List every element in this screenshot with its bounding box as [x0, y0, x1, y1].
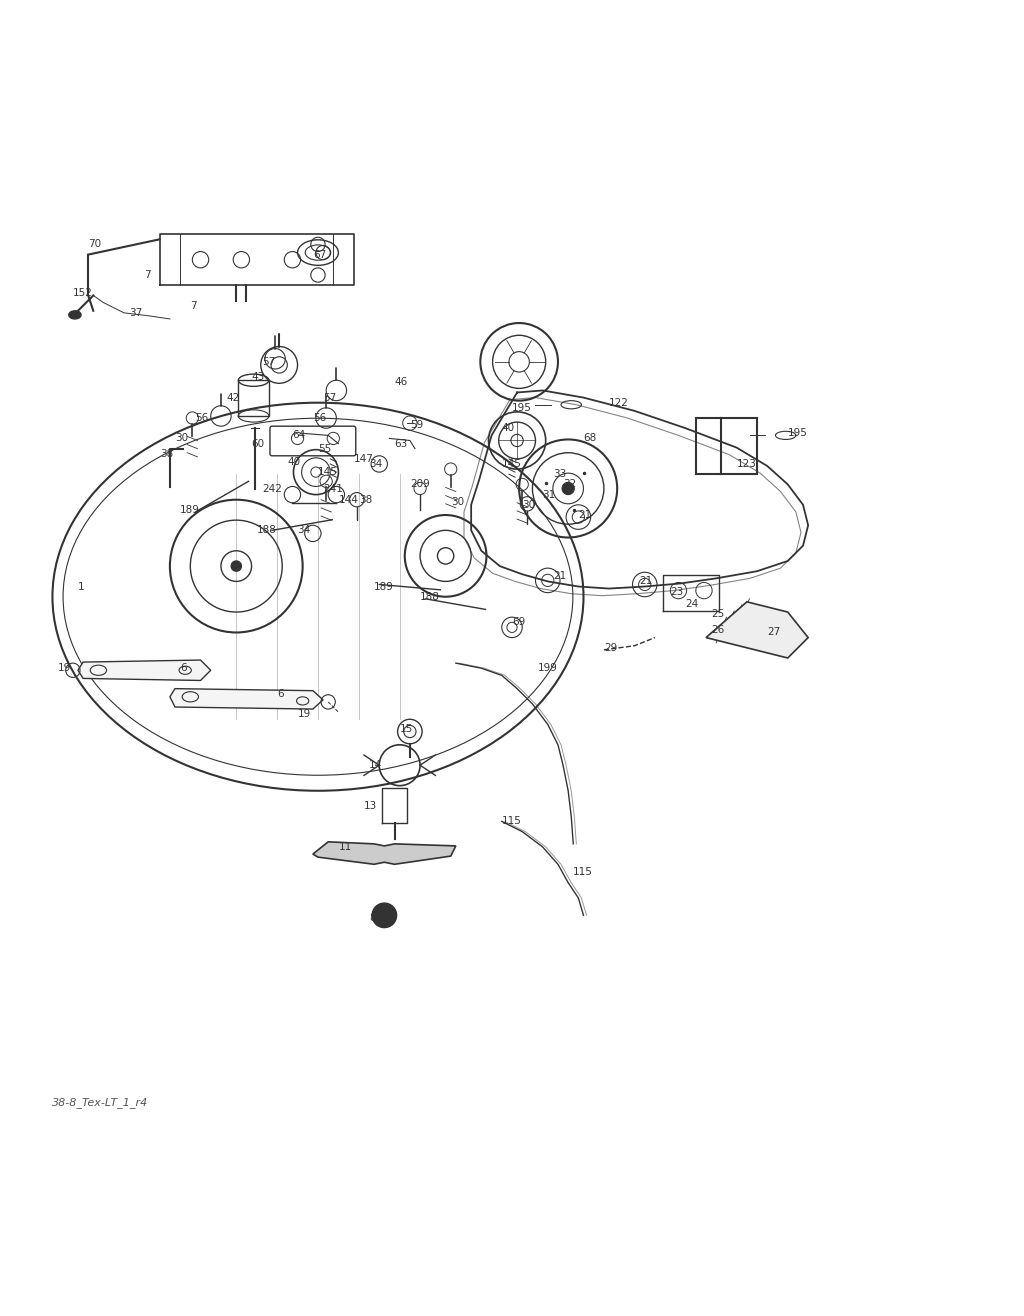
Text: 6: 6	[180, 663, 186, 674]
Text: 69: 69	[512, 617, 525, 628]
Text: 25: 25	[711, 609, 724, 619]
Text: 40: 40	[502, 424, 515, 433]
Text: 15: 15	[399, 725, 413, 734]
Text: 29: 29	[604, 642, 617, 653]
Text: 56: 56	[313, 413, 326, 422]
Text: 46: 46	[394, 378, 408, 387]
Text: 23: 23	[671, 587, 684, 596]
Text: 19: 19	[298, 709, 311, 719]
Text: 188: 188	[420, 592, 440, 601]
Circle shape	[562, 483, 574, 495]
Text: 242: 242	[262, 484, 282, 495]
Text: 38-8_Tex-LT_1_r4: 38-8_Tex-LT_1_r4	[52, 1096, 148, 1108]
Polygon shape	[313, 842, 456, 865]
Text: 7: 7	[144, 270, 151, 280]
Text: 19: 19	[57, 663, 71, 674]
Text: 30: 30	[522, 500, 536, 509]
Text: 37: 37	[129, 308, 142, 318]
Text: 147: 147	[353, 454, 374, 463]
Text: 64: 64	[293, 430, 306, 441]
Text: 152: 152	[73, 288, 93, 299]
Text: 40: 40	[288, 457, 300, 467]
Text: 30: 30	[175, 433, 188, 443]
Text: 115: 115	[502, 816, 521, 826]
Text: 55: 55	[318, 443, 331, 454]
Text: 195: 195	[512, 403, 531, 413]
Text: 38: 38	[358, 495, 372, 505]
Ellipse shape	[69, 311, 81, 318]
Polygon shape	[78, 661, 211, 680]
Text: 60: 60	[252, 438, 265, 449]
Text: 21: 21	[640, 576, 653, 587]
Text: 21: 21	[579, 511, 592, 520]
Text: 32: 32	[563, 479, 577, 490]
Text: 63: 63	[394, 438, 408, 449]
Text: 42: 42	[226, 392, 240, 403]
Text: 21: 21	[553, 571, 566, 582]
Text: 145: 145	[318, 467, 338, 478]
Polygon shape	[170, 688, 324, 709]
Text: 1: 1	[78, 582, 85, 591]
Text: 31: 31	[543, 490, 556, 500]
Text: 34: 34	[369, 459, 382, 468]
Circle shape	[372, 903, 396, 928]
Text: 199: 199	[538, 663, 557, 674]
Circle shape	[231, 561, 242, 571]
Text: 27: 27	[767, 628, 780, 637]
Text: 26: 26	[711, 625, 724, 636]
Text: 188: 188	[257, 525, 276, 536]
Text: 70: 70	[88, 240, 101, 250]
Text: 67: 67	[313, 250, 326, 259]
Text: 189: 189	[180, 505, 200, 515]
Text: 189: 189	[374, 582, 394, 591]
Text: 123: 123	[736, 459, 757, 468]
Text: 145: 145	[502, 459, 521, 468]
Text: 13: 13	[364, 801, 377, 811]
Text: 8: 8	[369, 913, 376, 924]
Text: 68: 68	[584, 433, 597, 443]
Text: 33: 33	[553, 470, 566, 479]
Text: 122: 122	[609, 397, 629, 408]
Text: 6: 6	[278, 688, 284, 699]
Text: 24: 24	[686, 599, 698, 609]
Text: 57: 57	[324, 392, 336, 403]
Text: 241: 241	[324, 484, 343, 495]
Text: 209: 209	[410, 479, 430, 490]
Text: 7: 7	[190, 300, 197, 311]
Text: 34: 34	[298, 525, 311, 536]
Text: 56: 56	[196, 413, 209, 422]
Text: 38: 38	[160, 449, 173, 459]
Text: 57: 57	[262, 357, 275, 367]
Text: 43: 43	[252, 372, 265, 382]
Polygon shape	[706, 601, 808, 658]
Text: 30: 30	[451, 496, 464, 507]
Text: 115: 115	[573, 867, 593, 878]
Text: 11: 11	[338, 842, 351, 851]
Text: 14: 14	[369, 761, 382, 770]
Text: 59: 59	[410, 420, 423, 430]
Text: 195: 195	[787, 428, 808, 438]
Text: 144: 144	[338, 495, 358, 505]
